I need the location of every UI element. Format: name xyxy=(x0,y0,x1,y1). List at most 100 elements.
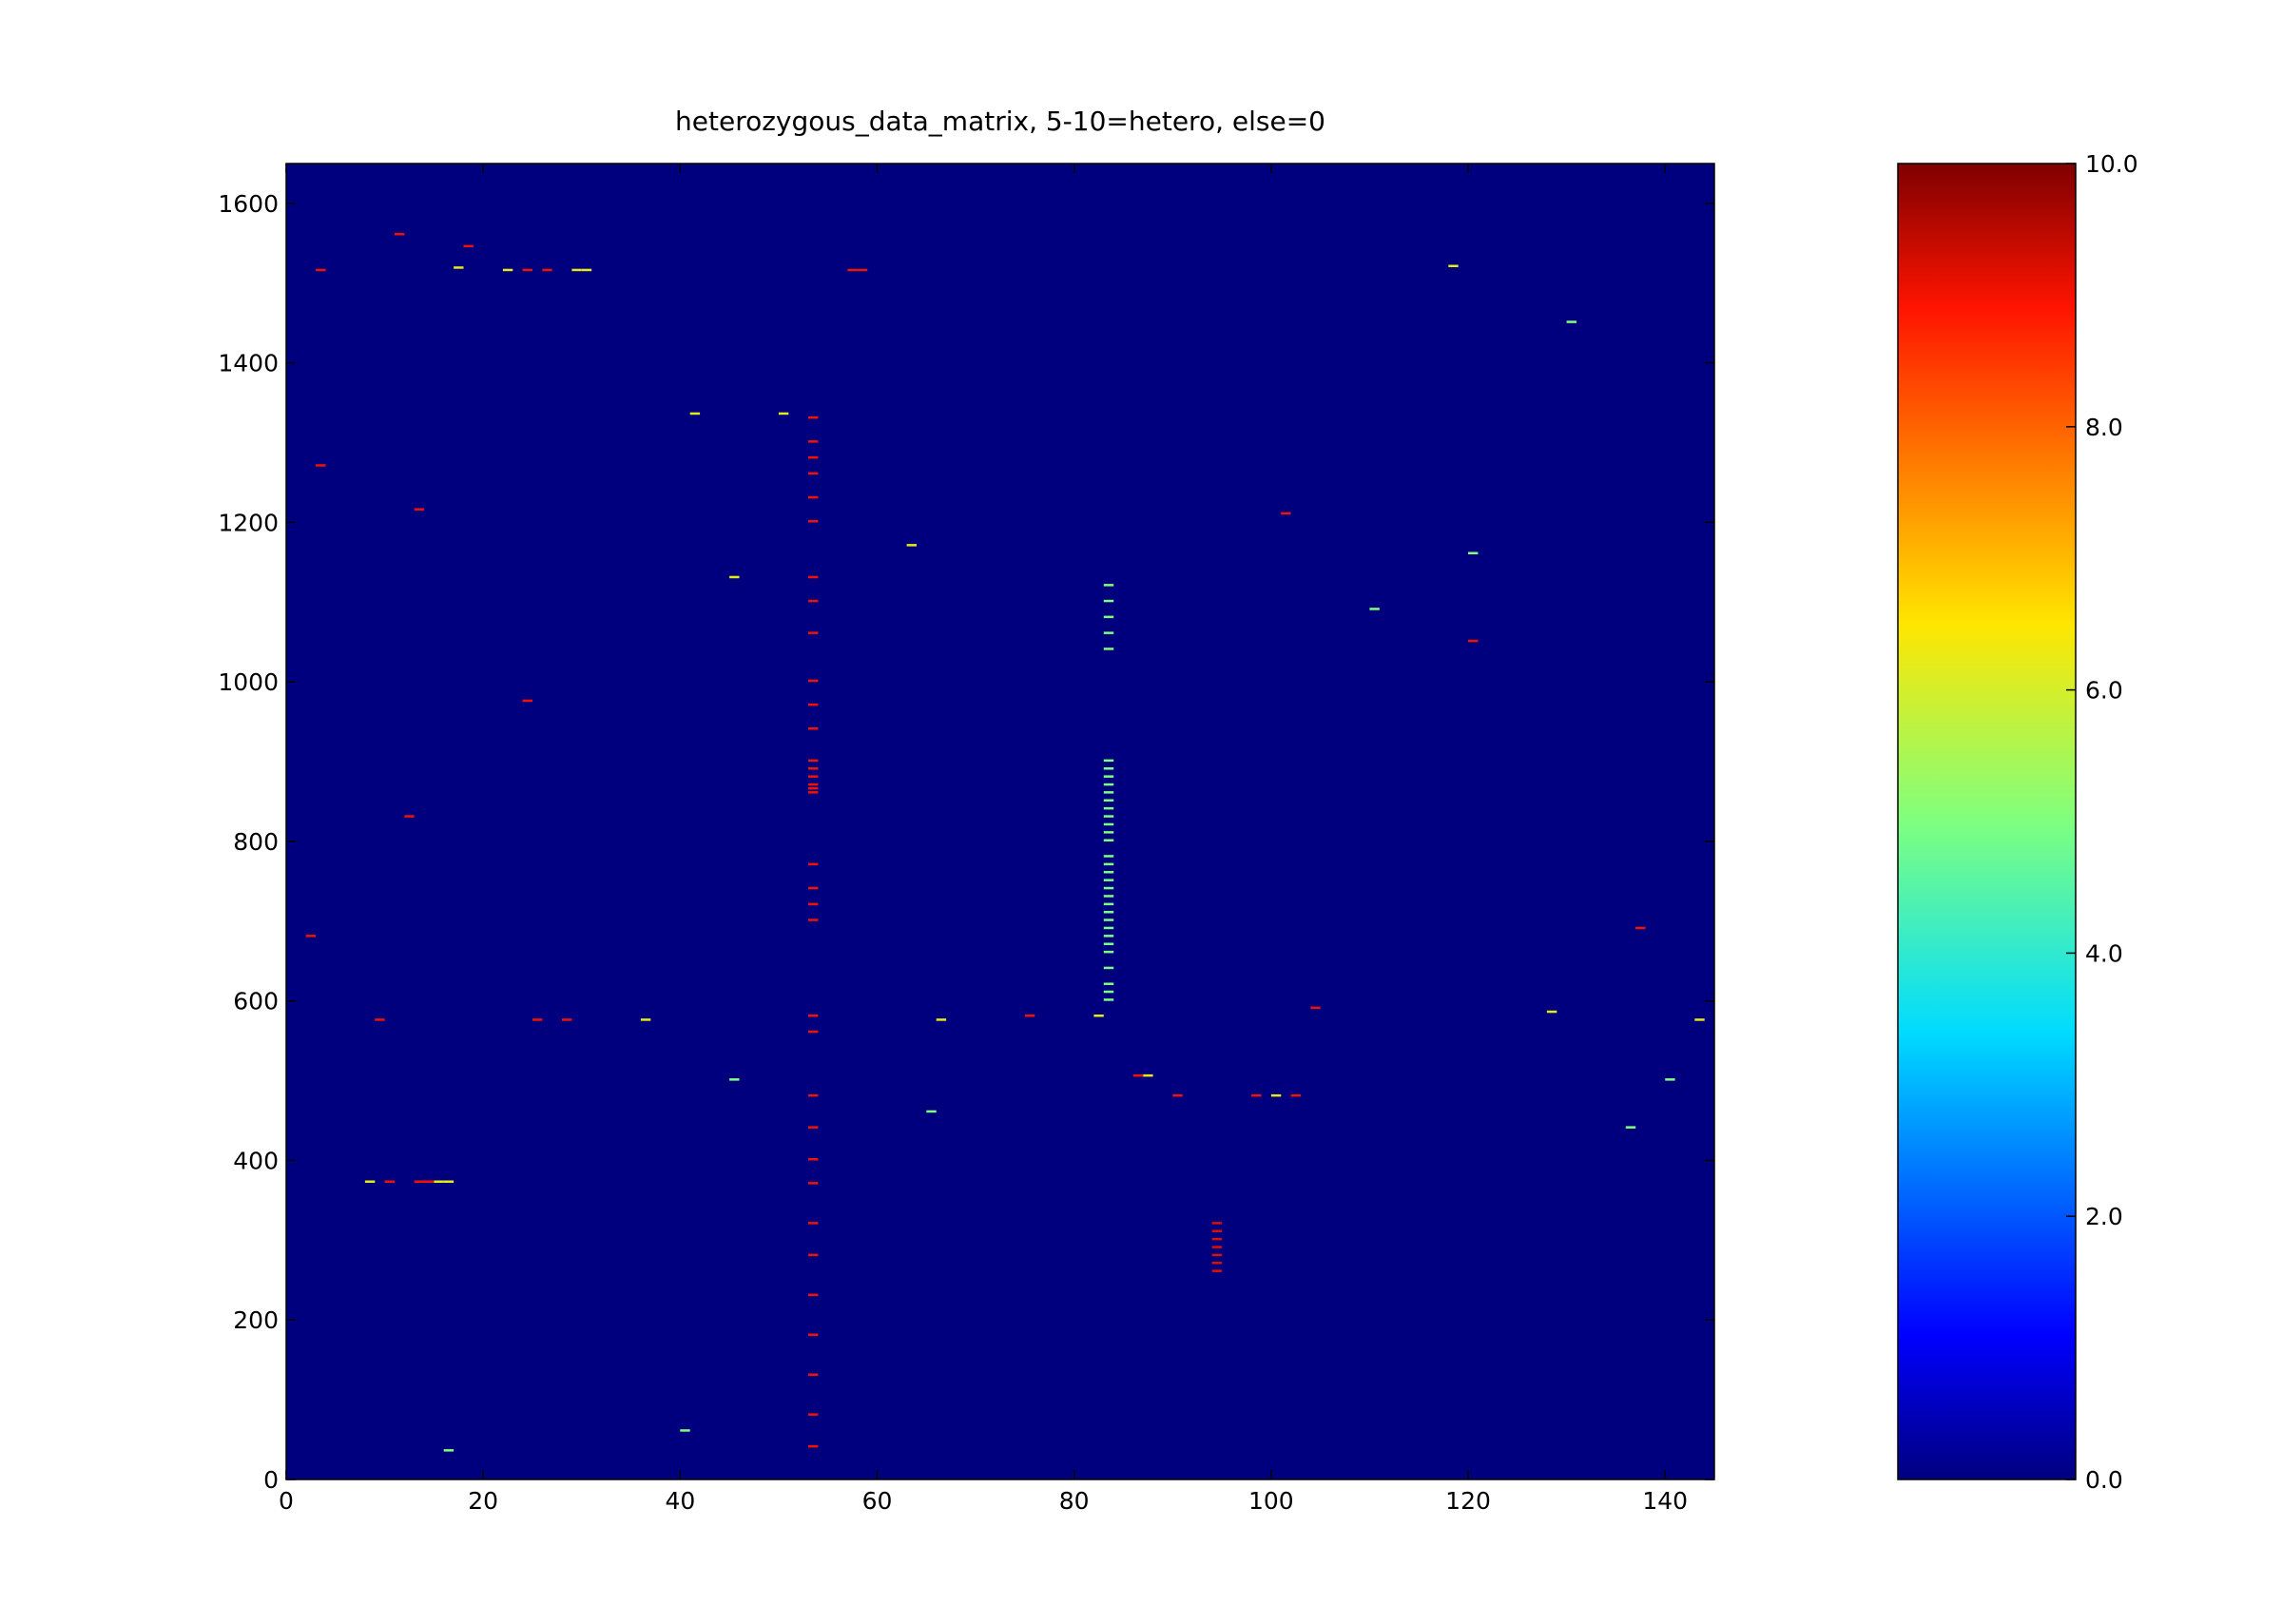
heatmap-cell xyxy=(1103,791,1114,794)
heatmap-cell xyxy=(1211,1269,1223,1272)
heatmap-cell xyxy=(1103,926,1114,930)
heatmap-cell xyxy=(1310,1006,1321,1010)
heatmap-cell xyxy=(1211,1229,1223,1232)
heatmap-cell xyxy=(808,759,819,763)
y-tick-label: 800 xyxy=(233,828,279,856)
colorbar-tick-label: 6.0 xyxy=(2085,677,2123,705)
heatmap-cell xyxy=(1211,1246,1223,1248)
heatmap-cell xyxy=(1103,648,1114,650)
y-tick-label: 1200 xyxy=(218,509,279,536)
heatmap-cell xyxy=(443,1180,454,1183)
heatmap-cell xyxy=(808,902,819,906)
plot-area xyxy=(285,163,1715,1480)
heatmap-cell xyxy=(1625,1126,1636,1129)
heatmap-cell xyxy=(1103,799,1114,802)
heatmap-cell xyxy=(808,703,819,706)
heatmap-cell xyxy=(808,1413,819,1416)
heatmap-cell xyxy=(375,1018,385,1021)
heatmap-cell xyxy=(454,266,464,269)
heatmap-cell xyxy=(1172,1093,1183,1097)
heatmap-cell xyxy=(1694,1018,1705,1021)
heatmap-cell xyxy=(1103,902,1114,906)
heatmap-cell xyxy=(808,455,819,459)
heatmap-cell xyxy=(1103,918,1114,921)
heatmap-cell xyxy=(689,412,701,416)
heatmap-cell xyxy=(808,1030,819,1034)
heatmap-cell xyxy=(808,520,819,523)
heatmap-cell xyxy=(443,1449,454,1452)
heatmap-cell xyxy=(414,508,425,511)
heatmap-cell xyxy=(1211,1253,1223,1257)
heatmap-cell xyxy=(424,1180,435,1183)
heatmap-background xyxy=(286,164,1714,1479)
heatmap-cell xyxy=(1546,1010,1557,1014)
colorbar-tick-label: 8.0 xyxy=(2085,414,2123,441)
heatmap-cell xyxy=(808,767,819,770)
heatmap-cell xyxy=(1103,871,1114,874)
heatmap-cell xyxy=(1211,1237,1223,1241)
heatmap-cell xyxy=(808,1222,819,1225)
heatmap-cell xyxy=(522,699,532,703)
heatmap-cell xyxy=(581,268,592,272)
heatmap-cell xyxy=(808,599,819,603)
heatmap-cell xyxy=(1281,512,1291,515)
heatmap-cell xyxy=(1566,320,1576,323)
x-axis: 0 20 40 60 80 100 120 140 xyxy=(279,164,1688,1515)
x-tick-label: 80 xyxy=(1059,1487,1090,1515)
heatmap-cell xyxy=(384,1180,395,1183)
heatmap-cell xyxy=(847,268,858,272)
heatmap-cell xyxy=(1103,966,1114,970)
heatmap-cell xyxy=(1103,855,1114,858)
x-tick-label: 20 xyxy=(468,1487,498,1515)
heatmap-cell xyxy=(808,1253,819,1257)
colorbar-ticks: 0.0 2.0 4.0 6.0 8.0 10.0 xyxy=(2066,150,2138,1494)
heatmap-cell xyxy=(1211,1262,1223,1265)
x-tick-label: 40 xyxy=(665,1487,695,1515)
x-tick-label: 140 xyxy=(1642,1487,1688,1515)
heatmap-cell xyxy=(1369,608,1380,610)
x-tick-label: 120 xyxy=(1445,1487,1491,1515)
colorbar-tick-label: 2.0 xyxy=(2085,1203,2123,1230)
heatmap-cell xyxy=(1103,895,1114,898)
heatmap-cell xyxy=(1103,942,1114,945)
y-tick-label: 1600 xyxy=(218,190,279,218)
heatmap-cell xyxy=(463,244,474,248)
heatmap-cell xyxy=(808,1333,819,1336)
heatmap-cell xyxy=(316,268,326,272)
heatmap-cell xyxy=(936,1018,947,1021)
heatmap-cell xyxy=(808,440,819,443)
heatmap-cell xyxy=(1132,1073,1144,1077)
heatmap-cell xyxy=(1103,599,1114,603)
heatmap-cell xyxy=(364,1180,376,1183)
y-tick-label: 1400 xyxy=(218,350,279,377)
heatmap-cell xyxy=(808,918,819,921)
heatmap-cell xyxy=(394,233,405,236)
colorbar: 0.0 2.0 4.0 6.0 8.0 10.0 xyxy=(1897,150,2138,1494)
colorbar-gradient xyxy=(1897,163,2077,1480)
heatmap-cell xyxy=(1665,1078,1675,1081)
heatmap-cell xyxy=(562,1018,572,1021)
heatmap-cell xyxy=(1103,806,1114,810)
heatmap-cell xyxy=(522,268,532,272)
heatmap-cell xyxy=(1103,839,1114,841)
heatmap-cell xyxy=(1093,1015,1104,1017)
heatmap-cell xyxy=(1103,759,1114,763)
heatmap-cell xyxy=(1103,584,1114,587)
heatmap-cell xyxy=(1103,935,1114,938)
heatmap-cell xyxy=(542,268,552,272)
heatmap-cell xyxy=(414,1180,425,1183)
heatmap-cell xyxy=(808,1015,819,1017)
heatmap-cell xyxy=(808,727,819,730)
heatmap-cell xyxy=(808,1182,819,1185)
heatmap-cell xyxy=(808,495,819,499)
heatmap-cell xyxy=(778,412,789,416)
y-tick-label: 400 xyxy=(233,1147,279,1174)
x-tick-label: 0 xyxy=(279,1487,294,1515)
heatmap-cell xyxy=(1103,783,1114,786)
heatmap-cell xyxy=(808,862,819,866)
heatmap-cell xyxy=(1024,1015,1035,1017)
x-tick-label: 100 xyxy=(1248,1487,1294,1515)
heatmap-cell xyxy=(808,575,819,579)
heatmap-cell xyxy=(808,886,819,890)
heatmap-cell xyxy=(808,1158,819,1161)
